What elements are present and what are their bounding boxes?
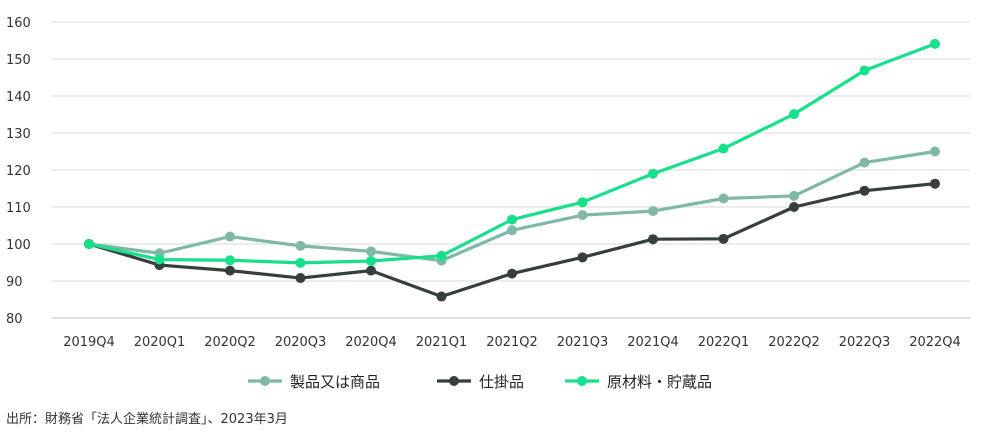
data-point xyxy=(789,190,799,201)
y-tick-label: 160 xyxy=(6,16,31,31)
data-point xyxy=(225,255,235,266)
data-point xyxy=(436,250,447,261)
data-point xyxy=(648,206,658,217)
data-point xyxy=(859,65,870,76)
data-point xyxy=(366,256,376,267)
y-tick-label: 140 xyxy=(6,90,31,105)
x-tick-label: 2021Q3 xyxy=(557,335,609,350)
data-point xyxy=(718,143,729,154)
x-tick-label: 2019Q4 xyxy=(63,335,115,350)
data-point xyxy=(225,265,235,276)
y-tick-label: 100 xyxy=(6,238,31,253)
x-tick-label: 2020Q1 xyxy=(134,335,186,350)
data-point xyxy=(84,239,94,249)
legend-swatch-marker xyxy=(449,376,459,386)
data-point xyxy=(507,214,517,225)
x-tick-label: 2022Q3 xyxy=(839,335,891,350)
y-tick-label: 110 xyxy=(6,201,31,216)
data-point xyxy=(648,168,658,179)
data-point xyxy=(295,257,306,268)
x-tick-label: 2022Q4 xyxy=(909,335,961,350)
x-tick-label: 2021Q2 xyxy=(486,335,538,350)
legend-label: 製品又は商品 xyxy=(290,373,380,391)
series-group xyxy=(84,38,940,302)
x-tick-label: 2022Q2 xyxy=(768,335,820,350)
data-point xyxy=(577,252,588,263)
y-tick-label: 80 xyxy=(6,312,23,327)
data-point xyxy=(577,210,588,221)
y-tick-label: 120 xyxy=(6,164,31,179)
legend-swatch-marker xyxy=(577,376,587,386)
data-point xyxy=(789,202,799,212)
data-point xyxy=(507,268,517,279)
data-point xyxy=(718,233,729,244)
x-tick-label: 2020Q3 xyxy=(275,335,327,350)
legend-label: 原材料・貯蔵品 xyxy=(607,373,712,391)
x-axis-ticks: 2019Q4 2020Q1 2020Q2 2020Q3 2020Q4 2021Q1 2021… xyxy=(63,335,961,350)
data-point xyxy=(930,38,940,49)
data-point xyxy=(930,178,940,189)
x-tick-label: 2020Q2 xyxy=(204,335,256,350)
legend-swatch-marker xyxy=(260,376,270,386)
data-point xyxy=(648,234,658,245)
legend: 製品又は商品 仕掛品 原材料・貯蔵品 xyxy=(248,373,712,391)
y-tick-label: 130 xyxy=(6,127,31,142)
data-point xyxy=(225,231,235,242)
x-tick-label: 2021Q4 xyxy=(627,335,679,350)
data-point xyxy=(366,265,376,276)
source-note: 出所：財務省「法人企業統計調査」、2023年3月 xyxy=(6,412,288,427)
data-point xyxy=(295,273,306,284)
data-point xyxy=(577,197,588,208)
data-point xyxy=(859,185,870,196)
y-tick-label: 90 xyxy=(6,275,23,290)
data-point xyxy=(930,146,940,157)
data-point xyxy=(436,291,447,302)
x-tick-label: 2022Q1 xyxy=(698,335,750,350)
data-point xyxy=(295,240,306,251)
x-tick-label: 2021Q1 xyxy=(416,335,468,350)
x-tick-label: 2020Q4 xyxy=(345,335,397,350)
data-point xyxy=(154,254,165,265)
y-axis-ticks: 80 90 100 110 120 130 140 150 160 xyxy=(6,16,31,327)
legend-label: 仕掛品 xyxy=(479,373,524,391)
data-point xyxy=(507,225,517,236)
y-tick-label: 150 xyxy=(6,53,31,68)
data-point xyxy=(718,193,729,204)
data-point xyxy=(366,246,376,257)
data-point xyxy=(789,109,799,120)
data-point xyxy=(859,157,870,168)
